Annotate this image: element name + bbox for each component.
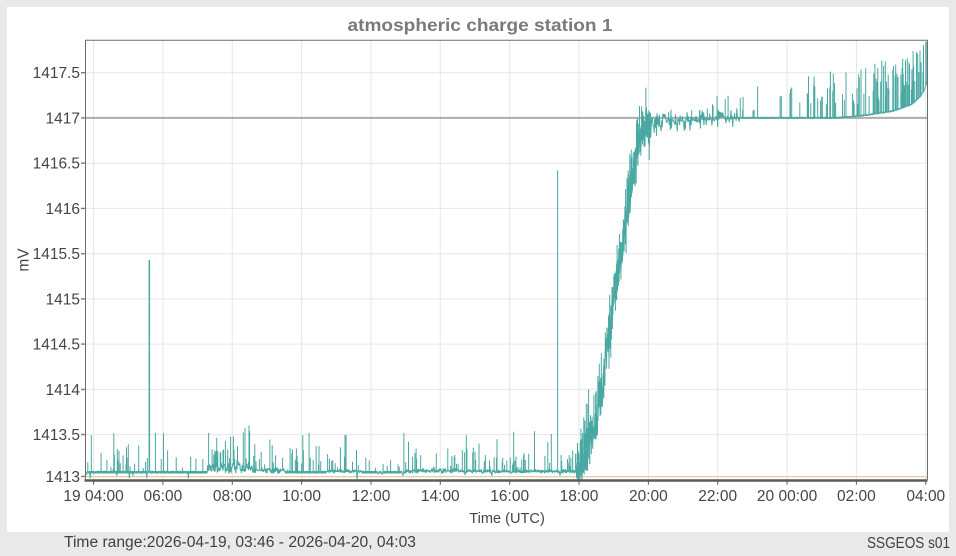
- svg-text:1414.5: 1414.5: [33, 337, 80, 354]
- svg-text:08:00: 08:00: [213, 488, 252, 505]
- svg-text:10:00: 10:00: [282, 488, 321, 505]
- svg-text:04:00: 04:00: [906, 488, 945, 505]
- svg-text:1415.5: 1415.5: [33, 246, 80, 263]
- svg-text:02:00: 02:00: [837, 488, 876, 505]
- svg-text:12:00: 12:00: [352, 488, 391, 505]
- svg-text:SSGEOS s01: SSGEOS s01: [867, 535, 950, 552]
- svg-text:18:00: 18:00: [560, 488, 599, 505]
- svg-text:Time range:2026-04-19, 03:46 -: Time range:2026-04-19, 03:46 - 2026-04-2…: [64, 534, 416, 551]
- svg-text:1416.5: 1416.5: [33, 156, 80, 173]
- svg-text:22:00: 22:00: [698, 488, 737, 505]
- svg-text:16:00: 16:00: [490, 488, 529, 505]
- svg-text:atmospheric charge station 1: atmospheric charge station 1: [348, 15, 613, 35]
- svg-text:14:00: 14:00: [421, 488, 460, 505]
- svg-text:1415: 1415: [46, 291, 80, 308]
- svg-text:1414: 1414: [46, 382, 81, 399]
- svg-text:20:00: 20:00: [629, 488, 668, 505]
- svg-text:19 04:00: 19 04:00: [63, 488, 124, 505]
- svg-text:06:00: 06:00: [144, 488, 183, 505]
- svg-text:1417: 1417: [46, 110, 80, 127]
- svg-text:mV: mV: [15, 248, 32, 272]
- svg-text:Time (UTC): Time (UTC): [469, 510, 545, 527]
- svg-text:1416: 1416: [46, 201, 80, 218]
- svg-text:1413: 1413: [46, 469, 80, 486]
- svg-text:1417.5: 1417.5: [33, 65, 80, 82]
- svg-text:20 00:00: 20 00:00: [757, 488, 818, 505]
- svg-text:1413.5: 1413.5: [33, 427, 80, 444]
